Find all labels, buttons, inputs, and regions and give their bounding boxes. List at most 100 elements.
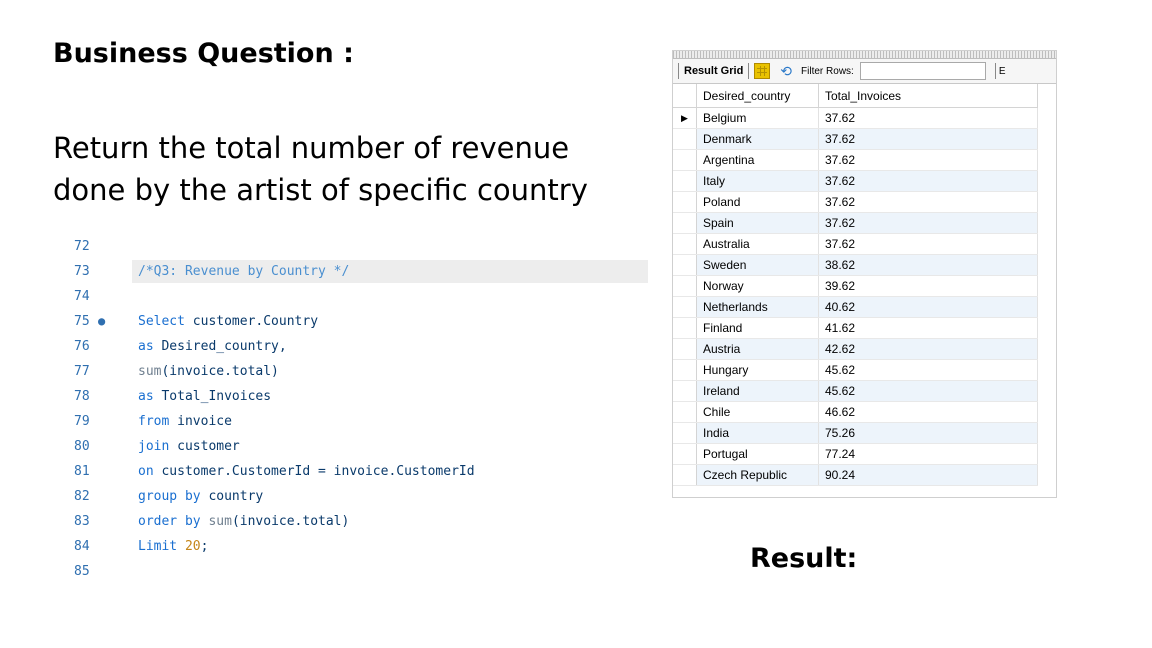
table-row[interactable]: Portugal 77.24 [673,443,1038,465]
code-line[interactable]: 77 sum(invoice.total) [60,359,600,384]
cell-total-invoices[interactable]: 45.62 [818,380,1038,402]
current-row-arrow-icon[interactable]: ▶ [673,107,697,129]
cell-desired-country[interactable]: India [696,422,819,444]
cell-total-invoices[interactable]: 37.62 [818,191,1038,213]
table-row[interactable]: Ireland 45.62 [673,380,1038,402]
table-row[interactable]: Sweden 38.62 [673,254,1038,276]
code-line[interactable]: 73 /*Q3: Revenue by Country */ [60,259,648,284]
row-selector[interactable] [673,170,697,192]
code-line[interactable]: 76 as Desired_country, [60,334,600,359]
code-line[interactable]: 81 on customer.CustomerId = invoice.Custo… [60,459,600,484]
row-selector[interactable] [673,233,697,255]
cell-desired-country[interactable]: Belgium [696,107,819,129]
cell-desired-country[interactable]: Poland [696,191,819,213]
code-line[interactable]: 84 Limit 20; [60,534,600,559]
code-line[interactable]: 78 as Total_Invoices [60,384,600,409]
cell-desired-country[interactable]: Finland [696,317,819,339]
code-line[interactable]: 83 order by sum(invoice.total) [60,509,600,534]
cell-desired-country[interactable]: Czech Republic [696,464,819,486]
cell-total-invoices[interactable]: 42.62 [818,338,1038,360]
truncated-toolbar-label[interactable]: E [998,65,1006,77]
row-selector[interactable] [673,380,697,402]
row-selector[interactable] [673,191,697,213]
row-selector[interactable] [673,401,697,423]
cell-total-invoices[interactable]: 37.62 [818,149,1038,171]
cell-desired-country[interactable]: Sweden [696,254,819,276]
cell-total-invoices[interactable]: 40.62 [818,296,1038,318]
row-selector[interactable] [673,275,697,297]
code-line[interactable]: 79 from invoice [60,409,600,434]
table-row[interactable]: Italy 37.62 [673,170,1038,192]
table-row[interactable]: Norway 39.62 [673,275,1038,297]
cell-desired-country[interactable]: Ireland [696,380,819,402]
row-selector[interactable] [673,443,697,465]
cell-desired-country[interactable]: Spain [696,212,819,234]
refresh-icon[interactable]: ⟲ [780,62,793,79]
code-line[interactable]: 74 [60,284,600,309]
cell-desired-country[interactable]: Hungary [696,359,819,381]
cell-desired-country[interactable]: Netherlands [696,296,819,318]
cell-total-invoices[interactable]: 75.26 [818,422,1038,444]
code-token: 20 [184,539,201,554]
cell-desired-country[interactable]: Chile [696,401,819,423]
row-selector[interactable] [673,317,697,339]
row-selector[interactable] [673,296,697,318]
cell-total-invoices[interactable]: 37.62 [818,107,1038,129]
cell-total-invoices[interactable]: 41.62 [818,317,1038,339]
cell-desired-country[interactable]: Italy [696,170,819,192]
grid-splitter[interactable] [673,51,1056,59]
sql-editor[interactable]: 72 73 /*Q3: Revenue by Country */ 74 75 ● Sele… [60,234,648,584]
cell-desired-country[interactable]: Australia [696,233,819,255]
table-row[interactable]: Chile 46.62 [673,401,1038,423]
cell-desired-country[interactable]: Denmark [696,128,819,150]
cell-total-invoices[interactable]: 77.24 [818,443,1038,465]
row-selector[interactable] [673,212,697,234]
cell-total-invoices[interactable]: 90.24 [818,464,1038,486]
result-grid-tab[interactable]: Result Grid [684,65,744,77]
table-row[interactable]: India 75.26 [673,422,1038,444]
code-line[interactable]: 72 [60,234,600,259]
row-selector[interactable] [673,254,697,276]
table-row[interactable]: ▶ Belgium 37.62 [673,107,1038,129]
code-line[interactable]: 80 join customer [60,434,600,459]
column-header-total-invoices[interactable]: Total_Invoices [818,84,1038,108]
cell-total-invoices[interactable]: 37.62 [818,212,1038,234]
cell-desired-country[interactable]: Austria [696,338,819,360]
row-selector[interactable] [673,149,697,171]
cell-desired-country[interactable]: Norway [696,275,819,297]
table-row[interactable]: Austria 42.62 [673,338,1038,360]
code-line[interactable]: 85 [60,559,600,584]
table-row[interactable]: Australia 37.62 [673,233,1038,255]
table-row[interactable]: Denmark 37.62 [673,128,1038,150]
table-row[interactable]: Finland 41.62 [673,317,1038,339]
table-row[interactable]: Czech Republic 90.24 [673,464,1038,486]
row-selector[interactable] [673,338,697,360]
table-row[interactable]: Hungary 45.62 [673,359,1038,381]
code-line[interactable]: 82 group by country [60,484,600,509]
table-row[interactable]: Spain 37.62 [673,212,1038,234]
cell-total-invoices[interactable]: 37.62 [818,233,1038,255]
column-header-desired-country[interactable]: Desired_country [696,84,819,108]
cell-total-invoices[interactable]: 37.62 [818,128,1038,150]
row-selector[interactable] [673,128,697,150]
row-selector[interactable] [673,464,697,486]
row-selector[interactable] [673,359,697,381]
cell-total-invoices[interactable]: 45.62 [818,359,1038,381]
cell-desired-country[interactable]: Argentina [696,149,819,171]
code-token: Select [138,314,185,329]
code-token [177,539,185,554]
business-question-text: Return the total number of revenue done … [53,131,588,207]
cell-desired-country[interactable]: Portugal [696,443,819,465]
table-row[interactable]: Netherlands 40.62 [673,296,1038,318]
table-row[interactable]: Argentina 37.62 [673,149,1038,171]
code-token: on [138,464,154,479]
filter-rows-input[interactable] [859,62,986,80]
cell-total-invoices[interactable]: 39.62 [818,275,1038,297]
code-line[interactable]: 75 ● Select customer.Country [60,309,600,334]
cell-total-invoices[interactable]: 38.62 [818,254,1038,276]
grid-view-icon[interactable] [754,63,771,79]
cell-total-invoices[interactable]: 37.62 [818,170,1038,192]
cell-total-invoices[interactable]: 46.62 [818,401,1038,423]
row-selector[interactable] [673,422,697,444]
table-row[interactable]: Poland 37.62 [673,191,1038,213]
